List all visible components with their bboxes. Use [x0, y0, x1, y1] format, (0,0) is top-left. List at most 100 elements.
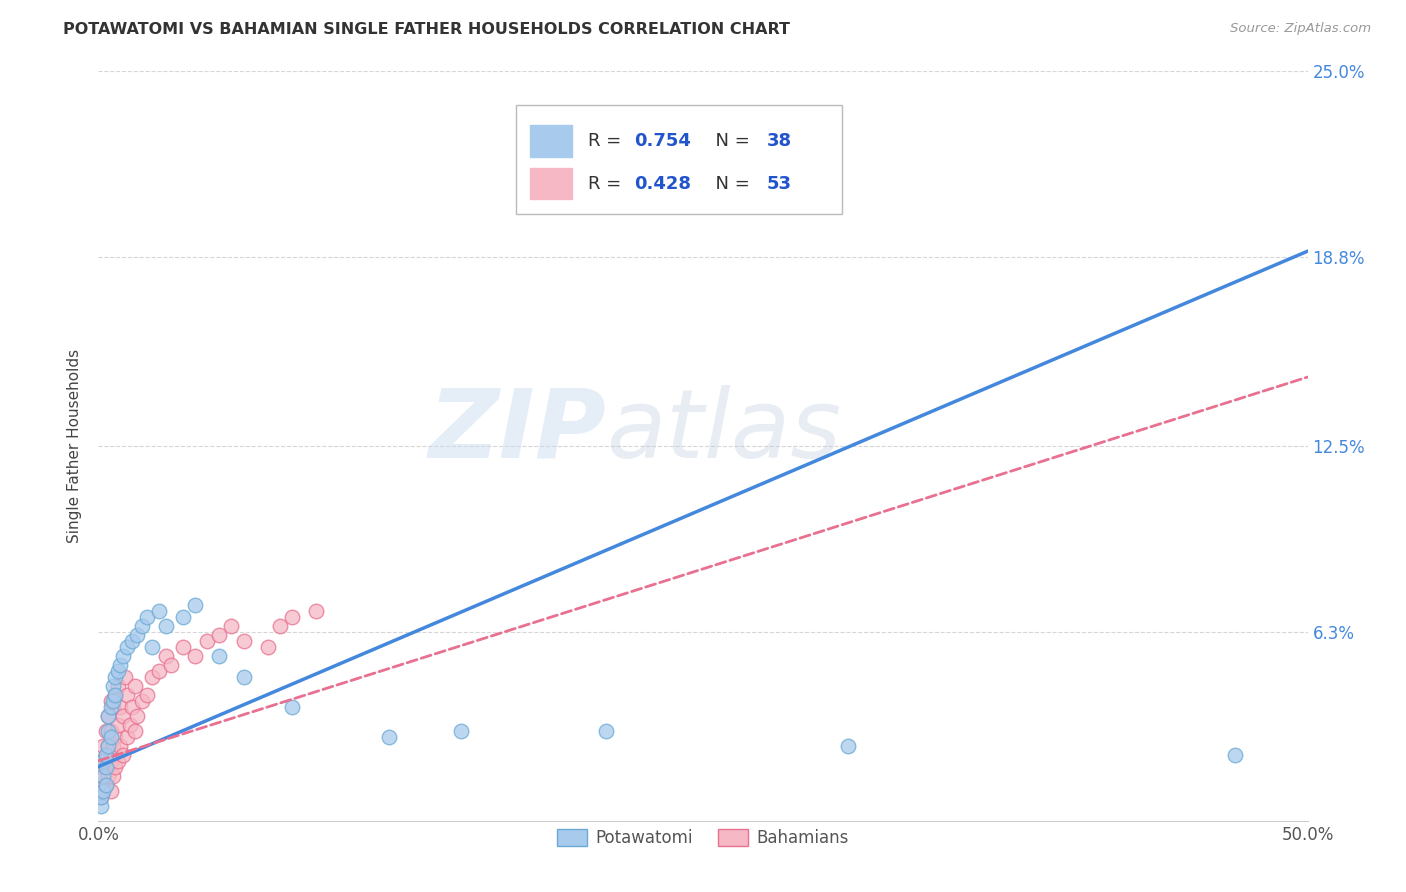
Text: 0.428: 0.428 [634, 175, 692, 193]
Point [124, 679, 146, 693]
Point [155, 648, 177, 663]
Point [377, 730, 399, 744]
Point [1223, 747, 1246, 762]
Point [91, 769, 114, 783]
Point [305, 604, 328, 618]
Point [91, 760, 114, 774]
Point [256, 640, 278, 654]
Point [450, 723, 472, 738]
Point [837, 739, 859, 753]
Point [101, 699, 124, 714]
Point [184, 648, 207, 663]
Point [141, 640, 163, 654]
Text: 53: 53 [768, 175, 792, 193]
Point [232, 633, 254, 648]
Point [269, 619, 291, 633]
Point [100, 730, 122, 744]
Point [127, 708, 149, 723]
Point [101, 739, 124, 753]
Point [104, 760, 127, 774]
Point [90, 769, 112, 783]
Point [101, 679, 124, 693]
Point [160, 657, 183, 672]
Point [104, 730, 127, 744]
Point [97, 769, 120, 783]
Point [94, 723, 117, 738]
Point [141, 670, 163, 684]
Bar [530, 125, 572, 157]
Point [90, 789, 112, 804]
Point [91, 783, 114, 797]
Point [107, 717, 129, 731]
Point [135, 610, 157, 624]
Text: atlas: atlas [606, 384, 841, 477]
Point [108, 699, 131, 714]
Point [100, 754, 122, 768]
Point [148, 604, 170, 618]
Point [90, 798, 112, 813]
Point [111, 648, 134, 663]
Point [172, 610, 194, 624]
Point [94, 747, 117, 762]
Point [100, 783, 122, 797]
Point [91, 739, 114, 753]
Point [281, 699, 304, 714]
Point [94, 778, 117, 792]
Point [195, 633, 218, 648]
Point [90, 754, 112, 768]
Point [117, 640, 139, 654]
Text: POTAWATOMI VS BAHAMIAN SINGLE FATHER HOUSEHOLDS CORRELATION CHART: POTAWATOMI VS BAHAMIAN SINGLE FATHER HOU… [63, 22, 790, 37]
Point [107, 664, 129, 678]
Point [131, 619, 153, 633]
Point [97, 723, 120, 738]
Point [111, 747, 134, 762]
Point [90, 789, 112, 804]
Point [114, 670, 136, 684]
Point [131, 694, 153, 708]
Point [97, 708, 120, 723]
Point [97, 739, 120, 753]
Y-axis label: Single Father Households: Single Father Households [67, 349, 83, 543]
Point [107, 754, 129, 768]
Point [104, 688, 127, 702]
Point [135, 688, 157, 702]
Legend: Potawatomi, Bahamians: Potawatomi, Bahamians [551, 822, 855, 854]
Point [117, 688, 139, 702]
Point [108, 657, 131, 672]
Text: R =: R = [588, 132, 627, 150]
Point [94, 778, 117, 792]
Point [121, 633, 143, 648]
Point [101, 769, 124, 783]
Point [94, 760, 117, 774]
FancyBboxPatch shape [516, 105, 842, 214]
Point [94, 747, 117, 762]
Point [148, 664, 170, 678]
Point [208, 648, 231, 663]
Point [107, 679, 129, 693]
Point [111, 708, 134, 723]
Point [118, 717, 141, 731]
Point [232, 670, 254, 684]
Point [108, 739, 131, 753]
Point [100, 723, 122, 738]
Text: N =: N = [704, 132, 755, 150]
Point [104, 688, 127, 702]
Point [101, 694, 124, 708]
Point [100, 699, 122, 714]
Point [155, 619, 177, 633]
Point [124, 723, 146, 738]
Point [595, 723, 617, 738]
Text: 0.754: 0.754 [634, 132, 690, 150]
Point [281, 610, 304, 624]
Text: Source: ZipAtlas.com: Source: ZipAtlas.com [1230, 22, 1371, 36]
Point [91, 783, 114, 797]
Bar [530, 168, 572, 200]
Text: 38: 38 [768, 132, 792, 150]
Point [172, 640, 194, 654]
Point [97, 739, 120, 753]
Point [127, 628, 149, 642]
Text: R =: R = [588, 175, 627, 193]
Point [221, 619, 243, 633]
Point [117, 730, 139, 744]
Point [121, 699, 143, 714]
